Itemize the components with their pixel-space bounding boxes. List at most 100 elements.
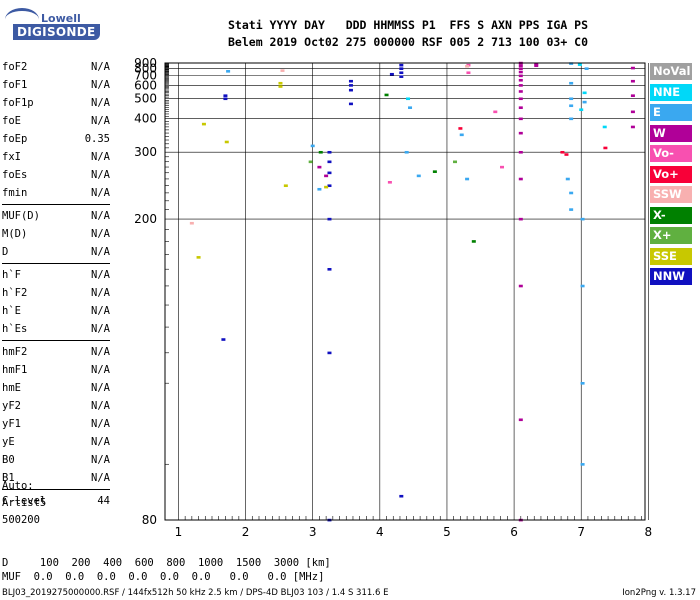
echo-point	[560, 150, 565, 154]
param-value: N/A	[91, 151, 110, 163]
x-tick-label: 6	[510, 525, 518, 539]
echo-point	[518, 177, 523, 181]
legend-item-sse: SSE	[650, 247, 692, 265]
param-separator	[2, 263, 110, 264]
header-values: Belem 2019 Oct02 275 000000 RSF 005 2 71…	[228, 35, 589, 49]
param-name: MUF(D)	[2, 210, 40, 222]
echo-point	[580, 463, 585, 466]
legend-item-ssw: SSW	[650, 186, 692, 203]
param-row: h`F2 N/A	[2, 284, 110, 302]
echo-point	[580, 382, 585, 385]
param-row: fmin N/A	[2, 184, 110, 202]
legend-item-nnw: NNW	[650, 268, 692, 285]
echo-point	[196, 256, 201, 259]
echo-point	[310, 144, 315, 148]
echo-point	[278, 81, 283, 85]
echo-point	[582, 91, 587, 95]
echo-point	[565, 177, 570, 181]
echo-point	[465, 64, 470, 68]
param-name: C-level	[2, 495, 47, 507]
echo-point	[518, 90, 523, 93]
echo-point	[221, 338, 226, 341]
param-row: yE N/A	[2, 433, 110, 451]
echo-point	[280, 69, 285, 72]
series-x	[318, 93, 476, 243]
param-name: foEs	[2, 169, 28, 181]
param-name: h`E	[2, 305, 21, 317]
echo-point	[569, 104, 574, 108]
echo-point	[189, 221, 194, 225]
param-row: h`F N/A	[2, 266, 110, 284]
series-x	[308, 160, 458, 164]
echo-point	[317, 187, 322, 191]
echo-point	[518, 217, 523, 221]
echo-point	[500, 165, 505, 169]
echo-point	[223, 94, 228, 97]
param-name: yF2	[2, 400, 21, 412]
echo-point	[327, 184, 332, 188]
param-row: B0 N/A	[2, 451, 110, 469]
param-row: hmF2 N/A	[2, 343, 110, 361]
echo-point	[466, 71, 471, 75]
param-name: yE	[2, 436, 15, 448]
echo-point	[348, 88, 353, 92]
echo-point	[404, 150, 409, 154]
x-tick-label: 7	[577, 525, 585, 539]
param-value: N/A	[91, 382, 110, 394]
echo-point	[399, 75, 404, 78]
echo-point	[569, 62, 574, 65]
param-separator	[2, 489, 110, 490]
software-version: Ion2Png v. 1.3.17	[622, 588, 696, 598]
param-value: N/A	[91, 305, 110, 317]
x-tick-label: 5	[443, 525, 451, 539]
param-row: M(D) N/A	[2, 225, 110, 243]
param-value: N/A	[91, 79, 110, 91]
echo-point	[324, 185, 329, 189]
echo-point	[226, 70, 231, 73]
param-name: foF1p	[2, 97, 34, 109]
param-value: N/A	[91, 269, 110, 281]
legend-item-e: E	[650, 104, 692, 121]
y-tick-label: 300	[134, 145, 157, 159]
echo-point	[580, 217, 585, 221]
distance-row: D 100 200 400 600 800 1000 1500 3000 [km…	[2, 557, 331, 569]
echo-point	[399, 494, 404, 498]
param-name: hmF2	[2, 346, 28, 358]
echo-point	[408, 106, 413, 109]
y-tick-label: 700	[134, 69, 157, 83]
param-row: fxI N/A	[2, 148, 110, 166]
param-row: h`Es N/A	[2, 320, 110, 338]
echo-point	[569, 97, 574, 101]
param-value: N/A	[91, 346, 110, 358]
echo-point	[518, 284, 523, 288]
param-value: N/A	[91, 97, 110, 109]
echo-point	[459, 133, 464, 137]
y-tick-label: 80	[142, 513, 157, 527]
param-name: foE	[2, 115, 21, 127]
echo-point	[387, 180, 392, 184]
logo-arc-icon	[5, 8, 39, 31]
y-tick-label: 200	[134, 212, 157, 226]
param-value: 44	[97, 495, 110, 507]
param-row: foEp 0.35	[2, 130, 110, 148]
plot-marks	[189, 61, 635, 522]
muf-row: MUF 0.0 0.0 0.0 0.0 0.0 0.0 0.0 0.0 [MHz…	[2, 571, 325, 583]
param-name: fxI	[2, 151, 21, 163]
echo-point	[327, 171, 332, 175]
param-row: yF1 N/A	[2, 415, 110, 433]
echo-point	[630, 110, 635, 114]
param-value: N/A	[91, 323, 110, 335]
param-name: B0	[2, 454, 15, 466]
scaled-parameters-panel: foF2 N/A foF1 N/A foF1p N/A foE N/A foEp 0.35 fxI N…	[2, 58, 110, 510]
legend-item-x: X+	[650, 227, 692, 244]
echo-point	[630, 79, 635, 83]
legend-item-w: W	[650, 124, 692, 142]
param-value: N/A	[91, 61, 110, 73]
auto-label: Auto:	[2, 480, 34, 492]
series-nnw	[221, 63, 404, 522]
echo-point	[327, 351, 332, 355]
echo-point	[317, 165, 322, 169]
y-tick-label: 800	[134, 62, 157, 76]
echo-point	[399, 67, 404, 70]
param-row: foF1p N/A	[2, 94, 110, 112]
